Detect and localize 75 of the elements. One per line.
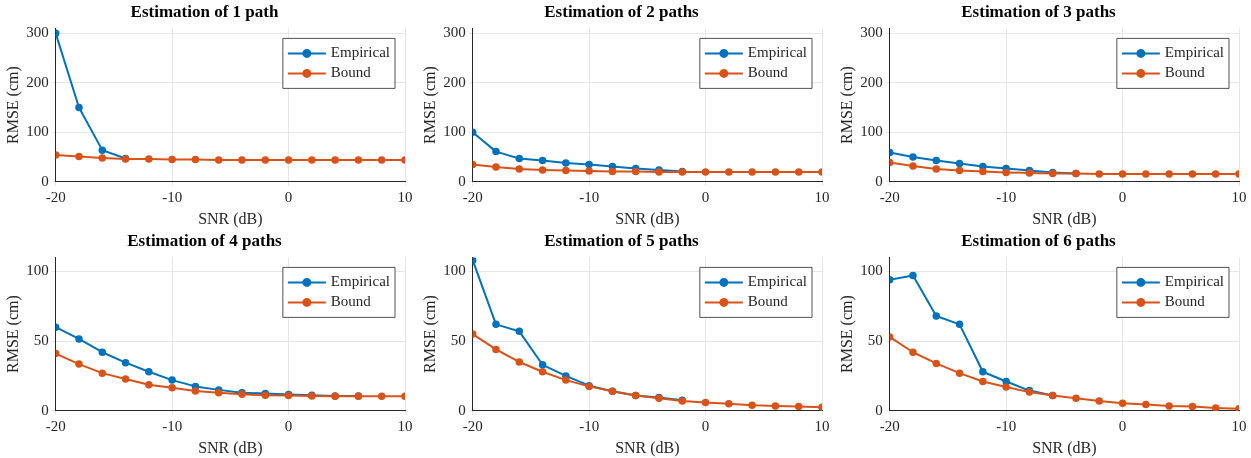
x-tick-label: -10	[996, 188, 1017, 205]
x-tick-label: 0	[284, 417, 293, 434]
y-axis-title: RMSE (cm)	[3, 66, 22, 144]
x-tick-label: -20	[879, 188, 900, 205]
x-axis-title: SNR (dB)	[1032, 438, 1097, 457]
x-axis-title: SNR (dB)	[198, 209, 263, 228]
x-tick-label: -20	[462, 188, 483, 205]
x-tick-label: -10	[579, 417, 600, 434]
x-tick-label: 10	[814, 417, 830, 434]
x-axis-title: SNR (dB)	[615, 438, 680, 457]
y-tick-label: 100	[443, 123, 466, 140]
y-tick-label: 100	[860, 123, 883, 140]
y-tick-label: 0	[875, 172, 883, 189]
chart-title: Estimation of 5 paths	[544, 230, 700, 250]
y-tick-label: 100	[26, 262, 49, 279]
chart-title: Estimation of 4 paths	[127, 230, 283, 250]
x-tick-label: -10	[579, 188, 600, 205]
x-tick-label: 10	[397, 417, 413, 434]
y-axis-title: RMSE (cm)	[837, 295, 856, 373]
legend-label: Bound	[747, 293, 789, 310]
x-tick-label: 10	[814, 188, 830, 205]
y-tick-label: 300	[860, 24, 883, 41]
x-tick-label: 0	[701, 188, 710, 205]
legend-label: Empirical	[330, 273, 391, 290]
legend-label: Bound	[330, 293, 372, 310]
y-tick-label: 0	[41, 172, 49, 189]
y-tick-label: 200	[860, 73, 883, 90]
y-tick-label: 100	[443, 262, 466, 279]
y-axis-title: RMSE (cm)	[3, 295, 22, 373]
legend-label: Bound	[747, 64, 789, 81]
y-tick-label: 50	[33, 332, 49, 349]
x-tick-label: 0	[1118, 417, 1127, 434]
x-tick-label: 0	[1118, 188, 1127, 205]
legend-label: Empirical	[1164, 273, 1225, 290]
y-tick-label: 0	[41, 401, 49, 418]
y-tick-label: 200	[26, 73, 49, 90]
y-tick-label: 300	[26, 24, 49, 41]
legend-label: Bound	[1164, 293, 1206, 310]
y-axis-title: RMSE (cm)	[420, 66, 439, 144]
legend-label: Empirical	[1164, 44, 1225, 61]
legend-label: Empirical	[330, 44, 391, 61]
chart-title: Estimation of 1 path	[130, 1, 279, 21]
y-tick-label: 200	[443, 73, 466, 90]
x-axis-title: SNR (dB)	[198, 438, 263, 457]
x-tick-label: -10	[162, 188, 183, 205]
y-tick-label: 50	[867, 332, 883, 349]
y-tick-label: 0	[458, 401, 466, 418]
chart-title: Estimation of 3 paths	[961, 1, 1117, 21]
x-tick-label: -20	[879, 417, 900, 434]
legend-label: Bound	[330, 64, 372, 81]
x-tick-label: -10	[996, 417, 1017, 434]
chart-title: Estimation of 6 paths	[961, 230, 1117, 250]
x-tick-label: -20	[45, 188, 66, 205]
x-tick-label: 10	[1231, 417, 1247, 434]
y-tick-label: 300	[443, 24, 466, 41]
x-tick-label: 0	[284, 188, 293, 205]
x-tick-label: 10	[397, 188, 413, 205]
y-axis-title: RMSE (cm)	[837, 66, 856, 144]
y-tick-label: 0	[458, 172, 466, 189]
chart-title: Estimation of 2 paths	[544, 1, 700, 21]
y-tick-label: 100	[26, 123, 49, 140]
legend-label: Bound	[1164, 64, 1206, 81]
y-tick-label: 100	[860, 262, 883, 279]
x-axis-title: SNR (dB)	[615, 209, 680, 228]
x-tick-label: 10	[1231, 188, 1247, 205]
x-tick-label: 0	[701, 417, 710, 434]
x-tick-label: -20	[45, 417, 66, 434]
x-tick-label: -20	[462, 417, 483, 434]
x-axis-title: SNR (dB)	[1032, 209, 1097, 228]
x-tick-label: -10	[162, 417, 183, 434]
y-axis-title: RMSE (cm)	[420, 295, 439, 373]
y-tick-label: 50	[450, 332, 466, 349]
y-tick-label: 0	[875, 401, 883, 418]
legend-label: Empirical	[747, 273, 808, 290]
legend-label: Empirical	[747, 44, 808, 61]
